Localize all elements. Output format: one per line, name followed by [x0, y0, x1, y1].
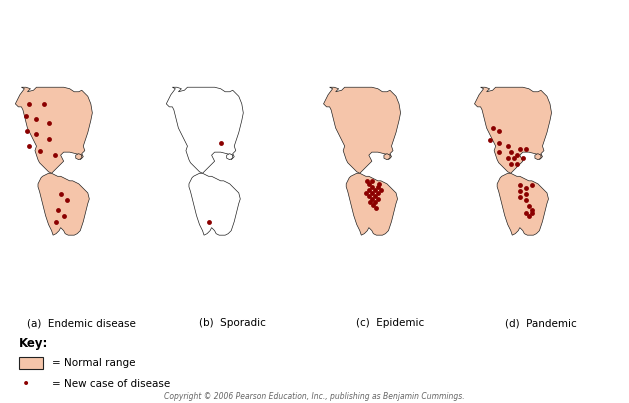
Point — [31, 131, 42, 137]
Point — [204, 218, 214, 225]
Polygon shape — [323, 87, 401, 173]
Text: (d)  Pandemic: (d) Pandemic — [505, 318, 577, 328]
Point — [370, 187, 380, 193]
Point — [521, 185, 531, 191]
Polygon shape — [474, 87, 552, 173]
Point — [43, 135, 53, 142]
Point — [494, 149, 504, 156]
Polygon shape — [38, 173, 89, 235]
Point — [21, 113, 31, 119]
Point — [515, 182, 525, 189]
Point — [373, 184, 383, 190]
Point — [521, 191, 531, 197]
Point — [364, 181, 374, 187]
Point — [506, 161, 516, 167]
Text: (a)  Endemic disease: (a) Endemic disease — [27, 318, 136, 328]
Point — [365, 199, 376, 205]
Text: = New case of disease: = New case of disease — [52, 379, 170, 388]
Point — [24, 143, 34, 150]
Point — [216, 140, 226, 146]
Polygon shape — [346, 173, 398, 235]
Point — [494, 140, 504, 146]
Point — [371, 205, 381, 211]
Point — [527, 209, 537, 216]
Point — [24, 101, 34, 107]
Point — [484, 137, 494, 143]
Point — [515, 188, 525, 195]
Point — [521, 197, 531, 204]
Point — [62, 197, 72, 204]
Point — [524, 203, 534, 210]
Text: •: • — [22, 377, 31, 391]
Point — [55, 191, 65, 197]
Polygon shape — [226, 154, 233, 160]
Text: Key:: Key: — [19, 337, 48, 349]
Polygon shape — [15, 87, 92, 173]
Point — [367, 196, 377, 202]
Text: (b)  Sporadic: (b) Sporadic — [199, 318, 266, 328]
Point — [376, 187, 386, 193]
Point — [527, 206, 537, 213]
Point — [506, 149, 516, 156]
Point — [43, 120, 53, 127]
Point — [503, 143, 513, 150]
Point — [367, 184, 377, 190]
Polygon shape — [166, 87, 243, 173]
Point — [367, 178, 377, 184]
Point — [31, 116, 42, 122]
Point — [370, 193, 380, 199]
Polygon shape — [384, 154, 390, 160]
Point — [374, 181, 384, 187]
Point — [518, 155, 528, 162]
Point — [364, 187, 374, 193]
Point — [367, 190, 377, 196]
Point — [503, 155, 513, 162]
Point — [361, 190, 371, 196]
Point — [487, 125, 498, 131]
Point — [373, 190, 383, 196]
Point — [362, 178, 372, 184]
Point — [364, 193, 374, 199]
Point — [524, 212, 534, 219]
Text: Copyright © 2006 Pearson Education, Inc., publishing as Benjamin Cummings.: Copyright © 2006 Pearson Education, Inc.… — [164, 392, 465, 401]
Point — [515, 194, 525, 201]
Point — [51, 218, 61, 225]
Point — [23, 128, 33, 134]
Point — [494, 128, 504, 134]
Point — [509, 155, 519, 162]
Point — [58, 212, 69, 219]
Polygon shape — [189, 173, 240, 235]
Point — [373, 196, 383, 202]
Point — [512, 161, 522, 167]
Polygon shape — [497, 173, 548, 235]
Point — [515, 146, 525, 152]
Point — [521, 146, 531, 152]
Point — [50, 152, 60, 158]
Point — [512, 152, 522, 158]
Polygon shape — [535, 154, 541, 160]
Point — [521, 209, 531, 216]
Point — [527, 182, 537, 189]
Point — [369, 202, 379, 208]
Point — [39, 101, 49, 107]
Text: (c)  Epidemic: (c) Epidemic — [356, 318, 424, 328]
Point — [35, 147, 45, 154]
Point — [370, 199, 380, 205]
Point — [53, 206, 63, 213]
Polygon shape — [75, 154, 82, 160]
Text: = Normal range: = Normal range — [52, 358, 135, 368]
